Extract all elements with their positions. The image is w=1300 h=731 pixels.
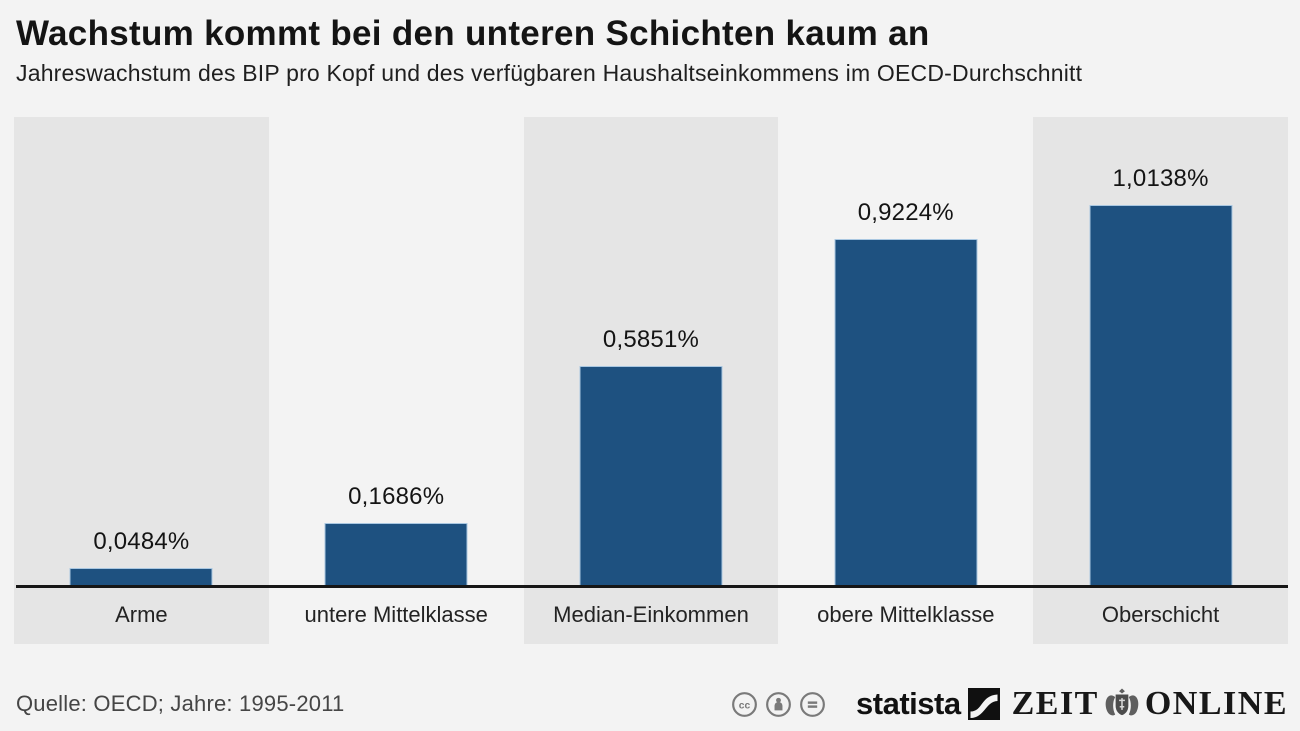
header: Wachstum kommt bei den unteren Schichten…: [16, 14, 1290, 87]
cc-no-derivatives-icon[interactable]: [799, 691, 826, 718]
bar-median-einkommen: [579, 366, 723, 586]
plot-area: 0,9224%: [778, 117, 1033, 586]
footer: Quelle: OECD; Jahre: 1995-2011 cc: [16, 684, 1288, 724]
cc-attribution-icon[interactable]: [765, 691, 792, 718]
chart-title: Wachstum kommt bei den unteren Schichten…: [16, 14, 930, 53]
bar-untere-mittelklasse: [324, 523, 468, 586]
category-label: obere Mittelklasse: [817, 602, 995, 627]
plot-area: 0,0484%: [14, 117, 269, 586]
bar-obere-mittelklasse: [834, 239, 978, 586]
zeit-crest-icon: [1105, 688, 1139, 716]
plot-area: 0,1686%: [269, 117, 524, 586]
chart-column: 1,0138% Oberschicht: [1033, 117, 1288, 644]
x-axis-line: [16, 585, 1288, 588]
svg-text:cc: cc: [739, 700, 751, 711]
chart-column: 0,9224% obere Mittelklasse: [778, 117, 1033, 644]
cc-license-icon[interactable]: cc: [731, 691, 758, 718]
category-label: Arme: [115, 602, 168, 627]
statista-logo[interactable]: statista: [856, 686, 1000, 722]
category-label: Median-Einkommen: [553, 602, 749, 627]
statista-square-icon: [967, 688, 1000, 720]
plot-area: 0,5851%: [524, 117, 779, 586]
value-label: 0,1686%: [348, 483, 445, 510]
cc-license-group: cc: [731, 691, 826, 718]
bar-oberschicht: [1089, 205, 1233, 586]
source-note: Quelle: OECD; Jahre: 1995-2011: [16, 691, 345, 716]
value-label: 0,9224%: [857, 199, 954, 226]
zeit-online-logo[interactable]: ZEIT ONLINE: [1012, 685, 1288, 723]
online-wordmark: ONLINE: [1144, 685, 1288, 722]
statista-wordmark: statista: [856, 686, 961, 721]
value-label: 1,0138%: [1112, 165, 1209, 192]
bar-arme: [69, 568, 213, 586]
chart-column: 0,5851% Median-Einkommen: [523, 117, 779, 644]
zeit-wordmark: ZEIT: [1011, 685, 1099, 722]
footer-logos: cc statista: [731, 685, 1288, 723]
category-label: untere Mittelklasse: [304, 602, 488, 627]
chart-column: 0,1686% untere Mittelklasse: [269, 117, 524, 644]
plot-area: 1,0138%: [1033, 117, 1288, 586]
category-label: Oberschicht: [1101, 602, 1220, 627]
value-label: 0,0484%: [93, 528, 190, 555]
bar-chart: 0,0484% Arme 0,1686% untere Mittelklasse…: [14, 117, 1288, 644]
chart-column: 0,0484% Arme: [14, 117, 269, 644]
chart-subtitle: Jahreswachstum des BIP pro Kopf und des …: [16, 60, 1083, 87]
value-label: 0,5851%: [602, 326, 700, 353]
